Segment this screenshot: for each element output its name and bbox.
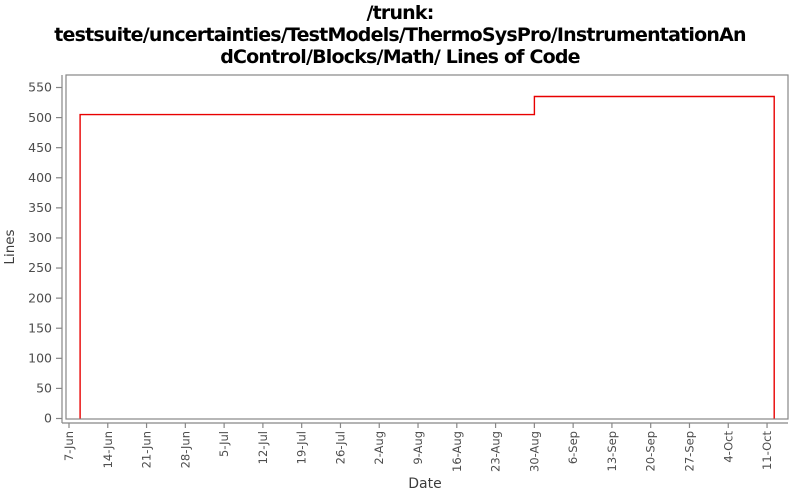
chart-title-line: /trunk: xyxy=(366,2,434,24)
chart-title: /trunk: testsuite/uncertainties/TestMode… xyxy=(0,2,800,68)
y-tick-label: 450 xyxy=(28,140,52,155)
y-tick-label: 350 xyxy=(28,200,52,215)
x-tick-label: 21-Jun xyxy=(140,431,154,468)
x-tick-label: 6-Sep xyxy=(566,431,580,464)
y-tick-label: 200 xyxy=(28,290,52,305)
x-axis-title: Date xyxy=(408,476,441,492)
x-tick-label: 2-Aug xyxy=(372,431,386,465)
y-tick-label: 50 xyxy=(36,381,52,396)
y-tick-label: 550 xyxy=(28,80,52,95)
x-tick-label: 13-Sep xyxy=(605,431,619,471)
y-tick-label: 150 xyxy=(28,320,52,335)
y-axis-title: Lines xyxy=(2,229,18,264)
loc-series-line xyxy=(79,95,775,419)
x-tick-label: 16-Aug xyxy=(450,431,464,472)
y-tick-label: 0 xyxy=(44,411,52,426)
chart-title-line: dControl/Blocks/Math/ Lines of Code xyxy=(220,46,580,68)
x-tick-label: 23-Aug xyxy=(489,431,503,472)
x-tick-label: 5-Jul xyxy=(217,431,231,457)
x-tick-label: 11-Oct xyxy=(760,431,774,470)
x-tick-label: 7-Jun xyxy=(62,431,76,461)
y-tick-label: 500 xyxy=(28,110,52,125)
chart-title-line: testsuite/uncertainties/TestModels/Therm… xyxy=(54,24,746,46)
x-tick-label: 14-Jun xyxy=(101,431,115,468)
x-tick-label: 30-Aug xyxy=(527,431,541,472)
y-tick-label: 400 xyxy=(28,170,52,185)
x-tick-label: 20-Sep xyxy=(644,431,658,471)
x-tick-label: 28-Jun xyxy=(178,431,192,468)
x-tick-label: 9-Aug xyxy=(411,431,425,465)
y-tick-label: 100 xyxy=(28,351,52,366)
plot-frame xyxy=(65,74,789,420)
x-tick-label: 12-Jul xyxy=(256,431,270,464)
x-tick-label: 19-Jul xyxy=(295,431,309,464)
x-tick-label: 27-Sep xyxy=(682,431,696,471)
y-tick-label: 300 xyxy=(28,230,52,245)
x-tick-label: 4-Oct xyxy=(721,431,735,463)
x-tick-label: 26-Jul xyxy=(333,431,347,464)
y-tick-label: 250 xyxy=(28,260,52,275)
